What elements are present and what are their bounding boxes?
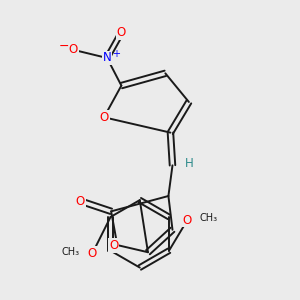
Text: O: O (88, 247, 97, 260)
Text: O: O (99, 111, 109, 124)
Text: O: O (117, 26, 126, 39)
Text: O: O (69, 43, 78, 56)
Text: O: O (109, 238, 118, 252)
Text: N: N (103, 52, 111, 64)
Text: +: + (112, 49, 120, 59)
Text: CH₃: CH₃ (200, 214, 218, 224)
Text: −: − (59, 40, 69, 52)
Text: H: H (185, 157, 194, 170)
Text: O: O (183, 214, 192, 226)
Text: CH₃: CH₃ (61, 247, 80, 257)
Text: O: O (76, 195, 85, 208)
